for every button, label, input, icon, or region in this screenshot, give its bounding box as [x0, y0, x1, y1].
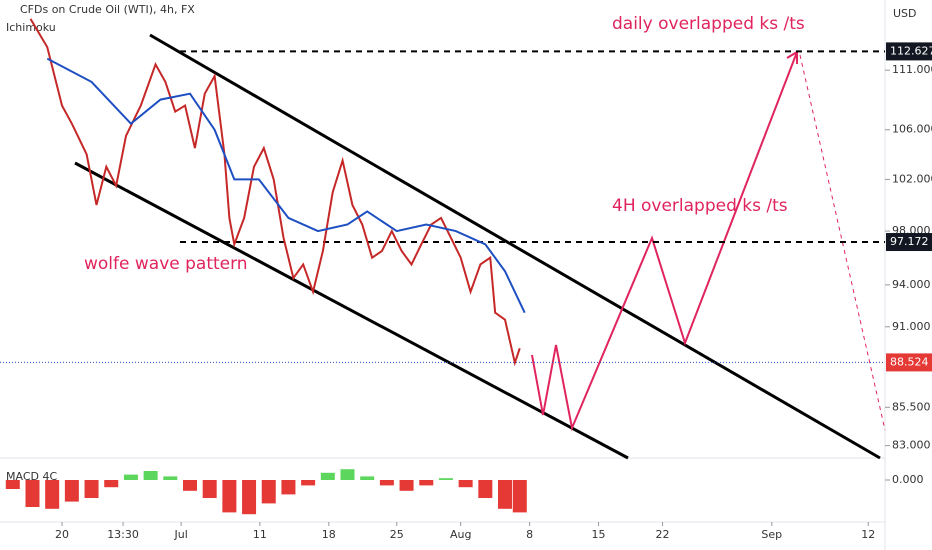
macd-bar — [360, 476, 375, 480]
annotation: 4H overlapped ks /ts — [612, 196, 788, 216]
macd-bar — [438, 478, 453, 480]
macd-bar — [458, 480, 473, 488]
x-tick-label: Sep — [761, 528, 782, 541]
annotation: daily overlapped ks /ts — [612, 14, 805, 34]
macd-bar — [419, 480, 434, 486]
y-tick-label: 83.000 — [892, 439, 931, 452]
macd-bar — [182, 480, 197, 491]
x-tick-label: 13:30 — [107, 528, 139, 541]
y-tick-label: 91.000 — [892, 320, 931, 333]
x-tick-label: 15 — [592, 528, 606, 541]
x-tick-label: 22 — [656, 528, 670, 541]
macd-bar — [478, 480, 493, 498]
macd-bar — [399, 480, 414, 491]
y-tick-label: 85.500 — [892, 400, 931, 413]
y-tick-label: 111.000 — [892, 63, 932, 76]
macd-bar — [143, 471, 158, 480]
macd-bar — [320, 472, 335, 480]
annotation: wolfe wave pattern — [84, 254, 248, 274]
price-label: 88.524 — [890, 355, 929, 368]
chart-title: CFDs on Crude Oil (WTI), 4h, FX — [20, 3, 195, 16]
y-tick-label: 106.000 — [892, 123, 932, 136]
x-tick-label: 20 — [55, 528, 69, 541]
macd-bar — [104, 480, 119, 488]
x-tick-label: Aug — [450, 528, 471, 541]
wolfe-upper-line — [149, 33, 881, 460]
wolfe-lower-line — [74, 161, 629, 460]
macd-bar — [242, 480, 257, 515]
axis-unit: USD — [893, 7, 917, 20]
macd-bar — [301, 480, 316, 486]
series-line — [46, 57, 526, 314]
series-line — [29, 18, 521, 367]
macd-bar — [25, 480, 40, 507]
macd-bar — [379, 480, 394, 486]
x-tick-label: 11 — [253, 528, 267, 541]
x-tick-label: 18 — [322, 528, 336, 541]
indicator-label: Ichimoku — [6, 21, 56, 34]
macd-bar — [163, 476, 178, 480]
macd-bar — [84, 480, 99, 498]
x-tick-label: Jul — [173, 528, 187, 541]
macd-bar — [222, 480, 237, 513]
level-tag — [886, 42, 932, 61]
projection-path — [531, 51, 798, 432]
macd-bar — [202, 480, 217, 498]
macd-bar — [123, 474, 138, 480]
x-tick-label: 25 — [390, 528, 404, 541]
y-tick-label: 102.000 — [892, 172, 932, 185]
macd-bar — [64, 480, 79, 502]
level-tag — [886, 233, 932, 252]
macd-bar — [5, 480, 20, 489]
macd-bar — [261, 480, 276, 504]
y-tick-label: 94.000 — [892, 278, 931, 291]
macd-bar — [512, 480, 527, 513]
macd-bar — [45, 480, 60, 509]
y-tick-label: 0.000 — [892, 473, 924, 486]
level-label: 112.627 — [890, 44, 932, 57]
macd-label: MACD 4C — [6, 470, 57, 483]
level-label: 97.172 — [890, 235, 929, 248]
x-tick-label: 12 — [861, 528, 875, 541]
macd-bar — [340, 469, 355, 480]
macd-bar — [498, 480, 513, 509]
macd-bar — [281, 480, 296, 495]
price-tag — [886, 353, 932, 372]
x-tick-label: 8 — [526, 528, 533, 541]
